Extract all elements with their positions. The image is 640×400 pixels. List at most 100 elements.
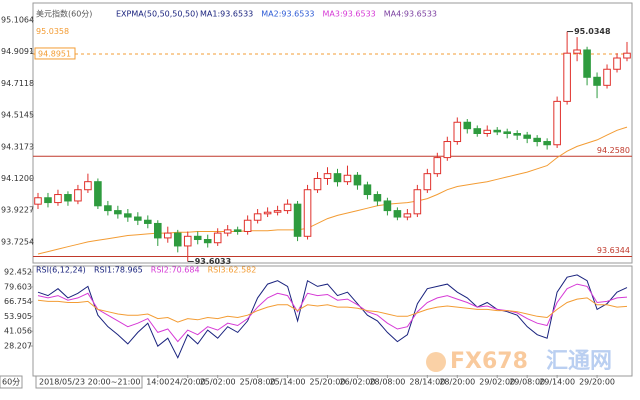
candle-body xyxy=(503,131,512,135)
candle-body xyxy=(183,235,192,247)
y-tick-label: 94.9091 xyxy=(1,47,34,56)
x-tick-label: 14:00 xyxy=(146,378,169,387)
candle-body xyxy=(383,200,392,212)
candle-body xyxy=(563,52,571,102)
price-label: 95.0358 xyxy=(36,27,69,36)
candle-body xyxy=(533,137,541,143)
candle-body xyxy=(223,229,232,234)
candle-body xyxy=(34,197,42,205)
y-tick-label: 95.1064 xyxy=(1,16,34,25)
legend-entry: RSI2:70.684 xyxy=(151,266,200,275)
level-label: 93.6344 xyxy=(597,246,630,255)
period-label: 60分 xyxy=(2,378,20,387)
y-tick-label: 94.1200 xyxy=(1,174,34,183)
rsi-line xyxy=(37,274,628,359)
x-tick-label: 29/14:00 xyxy=(539,378,575,387)
candle-body xyxy=(44,197,52,204)
legend-entry: MA3:93.6533 xyxy=(323,10,376,19)
candle-body xyxy=(243,219,252,232)
candle-body xyxy=(423,173,432,191)
candle-body xyxy=(124,213,132,218)
y-tick-label: 93.7254 xyxy=(1,237,34,246)
candle-body xyxy=(343,174,352,183)
candle-body xyxy=(393,210,402,218)
main-panel xyxy=(32,2,633,264)
candle-body xyxy=(233,229,242,232)
legend-entry: RSI3:62.582 xyxy=(208,266,257,275)
candle-body xyxy=(94,181,102,207)
rsi-y-tick-label: 92.452 xyxy=(4,268,32,277)
candle-body xyxy=(293,203,302,237)
y-tick-label: 94.7118 xyxy=(1,79,34,88)
annotation-label: 95.0348 xyxy=(574,27,611,36)
candle-body xyxy=(603,68,611,86)
candle-body xyxy=(213,232,222,244)
candle-body xyxy=(144,219,152,224)
legend-entry: MA1:93.6533 xyxy=(200,10,253,19)
rsi-panel xyxy=(32,265,633,377)
chart-title: 美元指数(60分) xyxy=(36,9,92,19)
rsi-y-tick-label: 79.603 xyxy=(4,282,32,291)
candle-body xyxy=(583,49,591,78)
candle-body xyxy=(353,174,362,186)
rsi-line xyxy=(37,283,628,343)
candle-body xyxy=(153,222,162,239)
y-tick-label: 93.9227 xyxy=(1,206,34,215)
level-label: 94.8951 xyxy=(38,49,71,58)
candle-body xyxy=(64,194,72,202)
candle-body xyxy=(523,134,531,139)
watermark-icon xyxy=(426,352,446,372)
candle-body xyxy=(403,213,412,218)
x-tick-label: 29/20:00 xyxy=(579,378,615,387)
candle-body xyxy=(173,232,182,247)
candle-body xyxy=(463,121,472,130)
x-tick-label: 24/20:00 xyxy=(170,378,206,387)
candle-body xyxy=(543,141,551,146)
candle-body xyxy=(453,121,462,143)
candle-body xyxy=(74,189,82,202)
legend-entry: MA4:93.6533 xyxy=(384,10,437,19)
x-tick-label: 25/20:00 xyxy=(310,378,346,387)
candle-body xyxy=(84,181,92,191)
legend-entry: RSI1:78.965 xyxy=(94,266,143,275)
y-tick-label: 94.3173 xyxy=(1,142,34,151)
x-tick-label: 29/08:00 xyxy=(509,378,545,387)
watermark-brand: FX678 xyxy=(450,349,528,374)
candle-body xyxy=(114,210,122,215)
level-label-box xyxy=(34,47,76,60)
candle-body xyxy=(253,213,262,221)
candle-body xyxy=(273,210,282,213)
candle-body xyxy=(433,157,442,175)
candle-body xyxy=(193,235,202,241)
candle-body xyxy=(303,189,312,237)
x-tick-label: 28/14:00 xyxy=(409,378,445,387)
candle-body xyxy=(373,194,382,202)
candle-body xyxy=(163,232,172,239)
watermark-site: 汇通网 xyxy=(546,349,612,374)
rsi-y-tick-label: 41.056 xyxy=(4,327,32,336)
rsi-y-tick-label: 66.754 xyxy=(4,297,32,306)
level-label: 94.2580 xyxy=(597,146,630,155)
period-box xyxy=(0,375,23,389)
candle-body xyxy=(203,239,212,244)
candle-body xyxy=(333,173,342,183)
x-tick-label: 28/08:00 xyxy=(369,378,405,387)
candle-body xyxy=(513,133,521,136)
rsi-title: RSI(6,12,24) xyxy=(36,266,86,275)
x-tick-label: 25/08:00 xyxy=(240,378,276,387)
x-tick-label: 28/20:00 xyxy=(439,378,475,387)
indicator-label: EXPMA(50,50,50,50) xyxy=(116,10,198,19)
cursor-label: 2018/05/23 20:00~21:00 xyxy=(39,378,140,387)
candle-body xyxy=(473,128,482,134)
overlay-line xyxy=(37,126,628,255)
x-tick-label: 26/02:00 xyxy=(339,378,375,387)
candle-body xyxy=(443,141,452,159)
candle-body xyxy=(573,49,581,54)
candle-body xyxy=(104,205,112,212)
candle-body xyxy=(613,57,621,70)
legend-entry: MA2:93.6533 xyxy=(261,10,314,19)
candle-body xyxy=(323,173,332,179)
rsi-y-tick-label: 28.207 xyxy=(4,341,32,350)
y-tick-label: 94.5145 xyxy=(1,111,34,120)
